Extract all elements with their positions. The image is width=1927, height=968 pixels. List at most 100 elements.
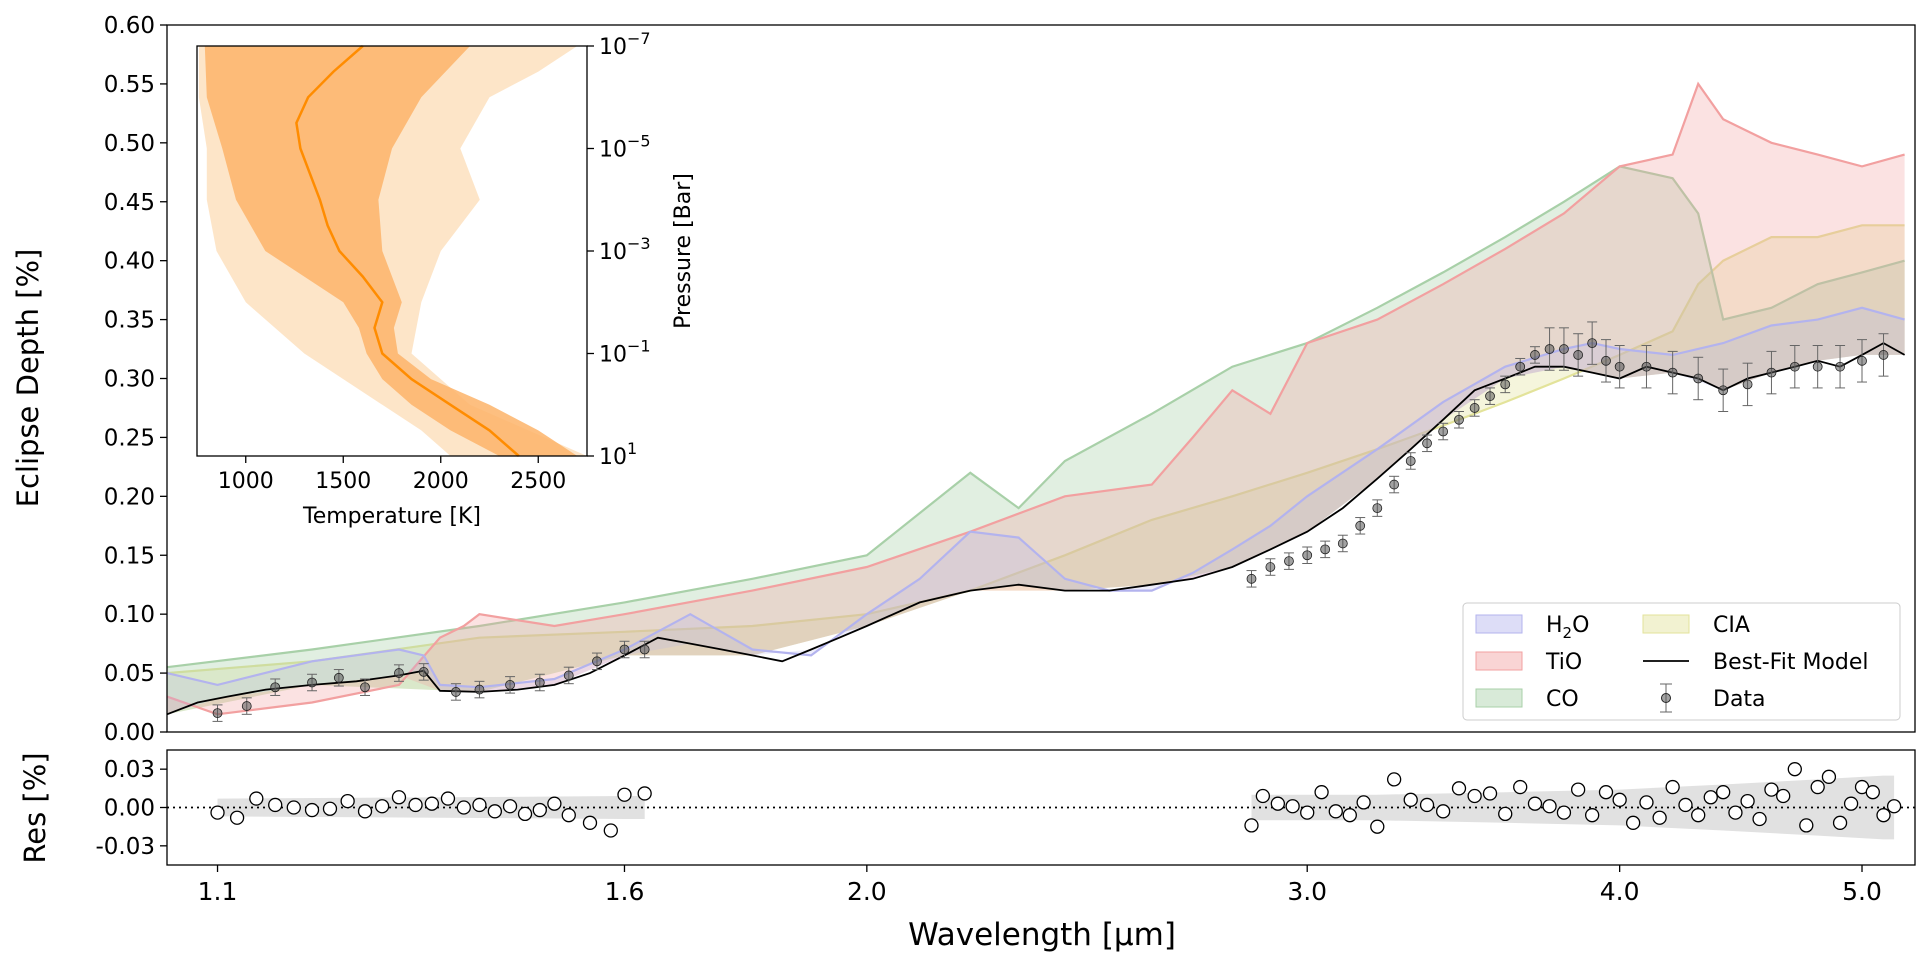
- main-y-tick-label: 0.50: [104, 131, 155, 157]
- residual-series-layer: [167, 762, 1915, 840]
- tp-y-ticks: 10−7 10−5 10−3 10−1 101: [587, 29, 651, 470]
- residual-x-tick-label: 1.6: [605, 877, 645, 906]
- data-point: [333, 669, 344, 687]
- data-point: [1265, 558, 1276, 576]
- residual-point: [1419, 797, 1435, 813]
- main-y-tick-label: 0.55: [104, 72, 155, 98]
- residual-point: [1482, 786, 1498, 801]
- data-marker: [1246, 573, 1257, 584]
- data-marker: [360, 682, 370, 693]
- data-point: [1337, 534, 1348, 553]
- main-series-layer: [166, 81, 1906, 722]
- data-marker: [1372, 503, 1383, 514]
- data-point: [1405, 452, 1416, 470]
- residual-point: [1403, 792, 1418, 807]
- data-marker: [1766, 367, 1777, 378]
- data-marker: [1559, 344, 1569, 354]
- data-marker: [505, 679, 515, 690]
- residual-point: [1876, 808, 1891, 823]
- data-marker: [1422, 438, 1432, 449]
- tp-x-tick-label: 2500: [510, 469, 566, 494]
- data-marker: [1265, 562, 1276, 572]
- residual-point: [617, 787, 632, 802]
- residual-point: [603, 823, 618, 838]
- data-point: [1246, 570, 1257, 588]
- residual-point: [1244, 818, 1259, 833]
- residual-point: [304, 802, 320, 818]
- residual-point: [1314, 785, 1329, 800]
- data-marker: [1587, 338, 1598, 349]
- data-point: [1544, 327, 1555, 371]
- data-marker: [1857, 355, 1867, 366]
- residual-point: [1810, 779, 1825, 795]
- data-marker: [1438, 426, 1449, 437]
- data-marker: [1355, 520, 1366, 531]
- main-y-tick-label: 0.10: [104, 602, 155, 628]
- residual-point: [561, 808, 576, 823]
- legend-entry: CO: [1475, 687, 1579, 712]
- data-point: [1355, 517, 1366, 535]
- residual-x-tick-label: 3.0: [1287, 877, 1327, 906]
- residual-point: [210, 805, 225, 820]
- data-point: [1453, 410, 1464, 429]
- data-point: [619, 640, 630, 659]
- data-marker: [1835, 361, 1845, 372]
- data-point: [639, 640, 650, 659]
- data-marker: [1284, 556, 1294, 567]
- residual-point: [1665, 779, 1680, 795]
- tp-y-tick-label: 10−1: [599, 337, 651, 368]
- data-point: [505, 676, 516, 694]
- data-point: [1667, 350, 1678, 395]
- residual-point: [1386, 772, 1402, 787]
- legend-label: H2O: [1546, 613, 1589, 642]
- data-point: [534, 673, 545, 692]
- residual-point: [1716, 785, 1731, 800]
- data-marker: [563, 670, 574, 681]
- legend: H2O TiO CO CIA Best-Fit Model Data: [1462, 602, 1901, 721]
- residual-point: [472, 797, 487, 813]
- data-point: [1835, 345, 1846, 389]
- data-marker: [1789, 361, 1800, 372]
- legend-entry: H2O: [1475, 613, 1589, 642]
- legend-swatch: [1475, 614, 1523, 634]
- data-marker: [1878, 350, 1889, 360]
- legend-label: TiO: [1545, 650, 1582, 675]
- data-point: [563, 666, 574, 685]
- residual-point: [637, 786, 652, 801]
- data-point: [1857, 339, 1868, 383]
- residual-point: [1612, 792, 1627, 807]
- main-y-tick-label: 0.60: [104, 13, 155, 39]
- residual-point: [1370, 819, 1385, 834]
- residual-point: [1556, 805, 1572, 820]
- data-marker: [1742, 379, 1753, 390]
- legend-label: CO: [1546, 687, 1579, 712]
- data-marker: [1389, 479, 1400, 490]
- residual-point: [1752, 811, 1767, 827]
- data-marker: [270, 682, 281, 693]
- data-point: [1789, 345, 1800, 389]
- tp-x-axis-label: Temperature [K]: [302, 504, 481, 529]
- data-point: [212, 704, 223, 722]
- tp-y-tick-label: 10−7: [599, 29, 651, 60]
- residual-y-ticks: 0.03 0.00 -0.03: [95, 757, 167, 860]
- main-y-tick-label: 0.00: [104, 720, 155, 746]
- residual-point: [547, 796, 562, 811]
- data-point: [1500, 375, 1511, 394]
- residual-point: [487, 804, 503, 819]
- data-marker: [474, 684, 485, 695]
- data-marker: [1485, 391, 1495, 402]
- residual-point: [1832, 815, 1848, 830]
- legend-swatch: [1642, 614, 1690, 634]
- residual-x-ticks: 1.1 1.6 2.0 3.0 4.0 5.0: [198, 865, 1882, 906]
- data-marker: [1641, 361, 1652, 372]
- residual-point: [1513, 779, 1528, 795]
- residual-point: [1570, 782, 1586, 797]
- residual-point: [424, 796, 440, 811]
- tp-y-tick-label: 10−3: [599, 234, 651, 265]
- data-point: [307, 673, 318, 692]
- data-point: [360, 678, 371, 696]
- data-point: [1283, 552, 1294, 570]
- tp-inset-panel: 1000 1500 2000 2500 10−7 10−5 10−3 10−1 101 Tem…: [196, 29, 696, 529]
- residual-point: [582, 815, 598, 830]
